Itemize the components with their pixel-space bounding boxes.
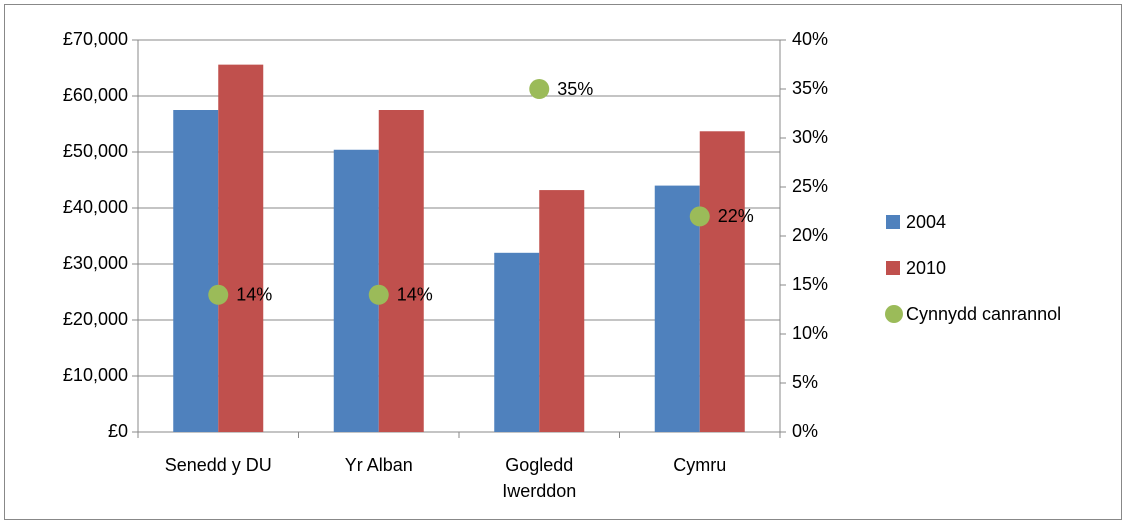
bar (173, 110, 219, 432)
y2-tick-label: 30% (792, 127, 828, 147)
y2-tick-label: 10% (792, 323, 828, 343)
y2-tick-label: 35% (792, 78, 828, 98)
data-label: 35% (557, 79, 593, 99)
y-tick-label: £70,000 (63, 29, 128, 49)
legend-marker (886, 215, 900, 229)
y2-tick-label: 40% (792, 29, 828, 49)
y2-tick-label: 15% (792, 274, 828, 294)
y2-tick-label: 25% (792, 176, 828, 196)
data-label: 14% (397, 285, 433, 305)
y-tick-label: £10,000 (63, 365, 128, 385)
bar (218, 64, 264, 432)
x-tick-label: Senedd y DU (164, 455, 272, 475)
legend-label: 2010 (906, 258, 946, 278)
y-tick-label: £60,000 (63, 85, 128, 105)
point (368, 284, 389, 305)
legend-label: 2004 (906, 212, 946, 232)
x-tick-label: Yr Alban (344, 455, 413, 475)
x-tick-label: Gogledd Iwerddon (502, 455, 577, 501)
bar (378, 110, 424, 432)
point (689, 206, 710, 227)
y-tick-label: £50,000 (63, 141, 128, 161)
legend-marker (886, 261, 900, 275)
bar (654, 185, 700, 432)
legend-label: Cynnydd canrannol (906, 304, 1061, 324)
bar (494, 252, 540, 432)
legend-marker (885, 305, 903, 323)
y-tick-label: £0 (108, 421, 128, 441)
y2-tick-label: 5% (792, 372, 818, 392)
y-tick-label: £40,000 (63, 197, 128, 217)
y2-tick-label: 20% (792, 225, 828, 245)
y2-tick-label: 0% (792, 421, 818, 441)
x-tick-label: Cymru (673, 455, 727, 475)
point (208, 284, 229, 305)
bar (699, 131, 745, 432)
bar (539, 190, 585, 432)
y-tick-label: £30,000 (63, 253, 128, 273)
point (529, 79, 550, 99)
y-tick-label: £20,000 (63, 309, 128, 329)
data-label: 22% (718, 206, 754, 226)
data-label: 14% (236, 285, 272, 305)
